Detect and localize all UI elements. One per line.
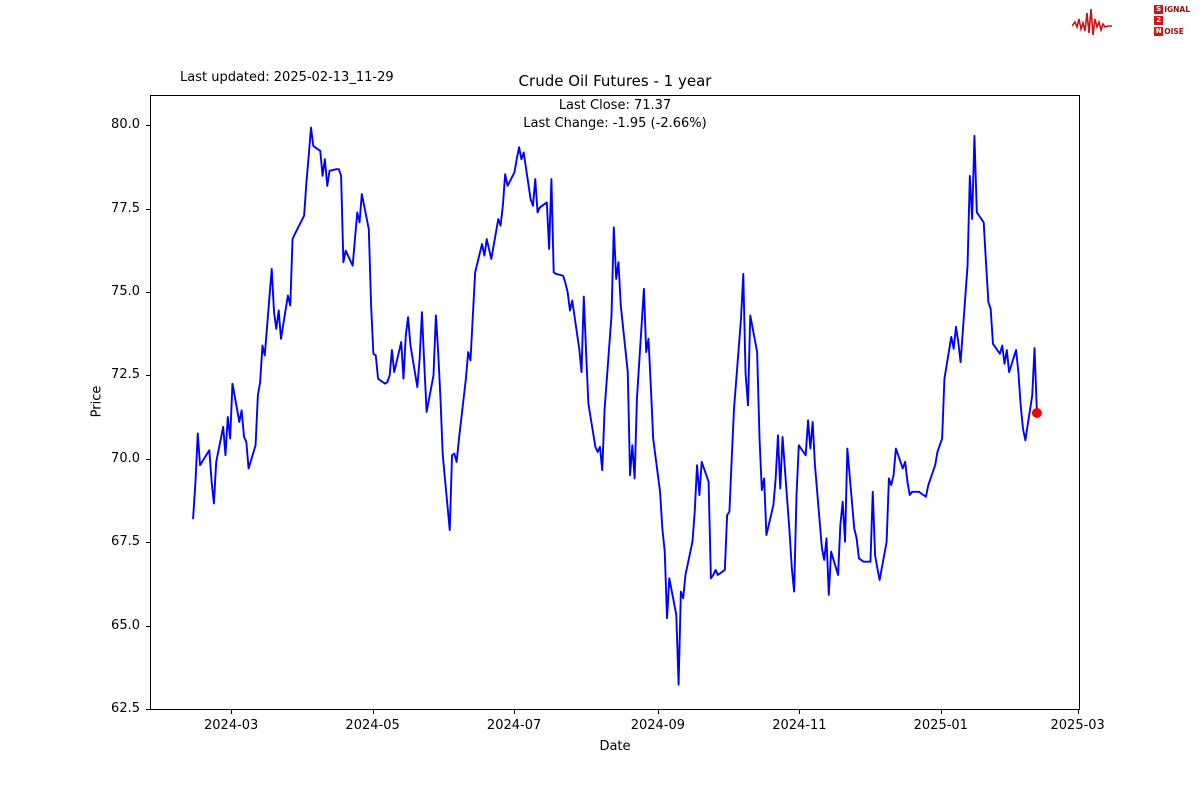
x-tick-mark	[231, 710, 233, 714]
y-tick-mark	[146, 208, 150, 210]
y-tick-label: 65.0	[111, 617, 140, 633]
logo-n-badge: N	[1154, 27, 1164, 36]
y-tick-mark	[146, 542, 150, 544]
x-tick-mark	[514, 710, 516, 714]
last-point-marker	[1031, 407, 1042, 418]
y-tick-label: 77.5	[111, 200, 140, 216]
annotation-last-change: Last Change: -1.95 (-2.66%)	[523, 116, 707, 131]
y-tick-label: 75.0	[111, 283, 140, 299]
y-tick-label: 62.5	[111, 701, 140, 716]
y-tick-mark	[146, 125, 150, 126]
plot-area	[150, 95, 1080, 710]
x-tick-label: 2024-05	[345, 718, 400, 733]
x-tick-label: 2024-09	[630, 718, 686, 733]
logo-row-two: 2	[1154, 15, 1190, 26]
y-tick-mark	[146, 375, 150, 377]
logo-s-badge: S	[1154, 5, 1164, 14]
annotation-last-close: Last Close: 71.37	[558, 98, 672, 113]
y-tick-mark	[146, 709, 150, 710]
waveform-icon	[1072, 8, 1112, 36]
x-axis-label: Date	[599, 739, 631, 754]
y-tick-mark	[146, 625, 150, 627]
logo-noise-word: OISE	[1164, 27, 1184, 36]
x-tick-mark	[940, 710, 942, 714]
x-tick-label: 2024-07	[486, 718, 542, 733]
x-tick-label: 2024-11	[772, 718, 827, 733]
y-axis-label: Price	[89, 385, 105, 418]
x-tick-mark	[1077, 710, 1079, 714]
x-tick-label: 2025-03	[1050, 718, 1105, 733]
chart-title: Crude Oil Futures - 1 year	[518, 72, 712, 90]
price-line-chart	[192, 126, 1042, 686]
x-tick-label: 2024-03	[204, 718, 259, 733]
y-tick-mark	[146, 291, 150, 293]
logo-2-badge: 2	[1154, 16, 1164, 25]
x-tick-mark	[372, 710, 374, 714]
signal2noise-logo: S IGNAL 2 N OISE	[1072, 4, 1190, 44]
y-tick-mark	[146, 458, 150, 460]
last-updated-label: Last updated: 2025-02-13_11-29	[180, 70, 394, 85]
y-tick-label: 80.0	[111, 117, 140, 132]
logo-row-noise: N OISE	[1154, 26, 1190, 37]
y-tick-label: 67.5	[111, 534, 140, 550]
logo-text: S IGNAL 2 N OISE	[1154, 4, 1190, 37]
y-tick-label: 70.0	[111, 450, 140, 466]
logo-signal-word: IGNAL	[1164, 5, 1190, 14]
x-tick-label: 2025-01	[913, 718, 968, 733]
logo-row-signal: S IGNAL	[1154, 4, 1190, 15]
x-tick-mark	[799, 710, 801, 714]
x-tick-mark	[657, 710, 659, 714]
price-line	[192, 126, 1038, 686]
y-tick-label: 72.5	[111, 367, 140, 383]
